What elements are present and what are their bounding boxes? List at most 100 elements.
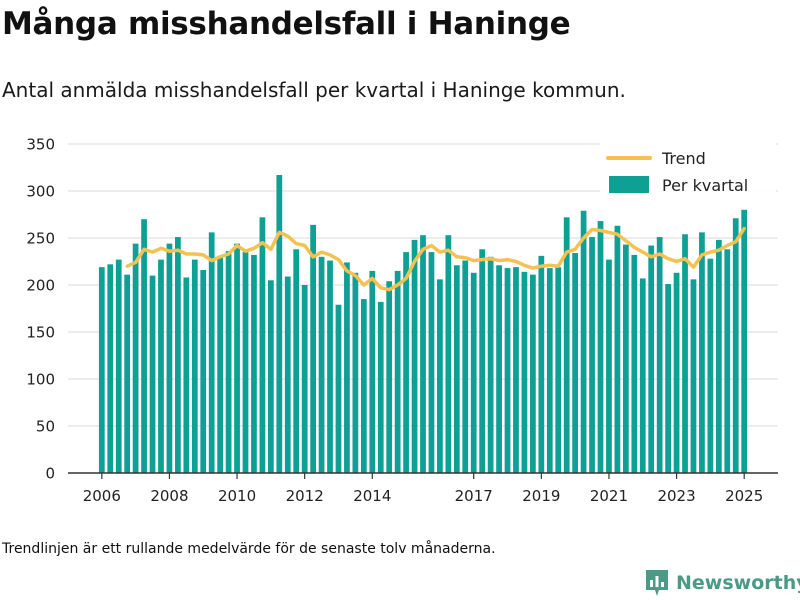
bar: [479, 249, 486, 473]
x-tick-label: 2023: [657, 487, 695, 505]
bar: [132, 243, 139, 473]
bar: [98, 267, 105, 473]
bar: [276, 175, 283, 473]
bar: [208, 232, 215, 473]
x-tick-label: 2006: [83, 487, 121, 505]
bar: [149, 275, 156, 473]
bar: [563, 217, 570, 473]
bar: [673, 272, 680, 473]
bar: [318, 256, 325, 473]
bar: [225, 251, 232, 473]
bar: [386, 281, 393, 473]
bar: [394, 270, 401, 473]
bar: [411, 239, 418, 473]
bar: [141, 219, 147, 473]
bar: [606, 259, 612, 473]
bar: [420, 235, 426, 473]
bar: [259, 217, 266, 473]
x-tick-label: 2010: [218, 487, 256, 505]
bar: [251, 254, 257, 473]
bar: [555, 267, 562, 473]
bar: [175, 237, 181, 473]
bar: [453, 265, 460, 473]
bar: [352, 272, 359, 473]
y-tick-label: 200: [26, 277, 55, 295]
x-tick-label: 2014: [353, 487, 391, 505]
bar: [284, 276, 291, 473]
bar: [521, 271, 528, 473]
bar: [656, 237, 663, 473]
bar: [462, 260, 469, 473]
bar: [614, 225, 621, 473]
bar: [234, 243, 240, 473]
bar: [597, 221, 604, 473]
bar: [344, 262, 350, 473]
bar: [665, 284, 671, 473]
bar: [267, 280, 274, 473]
legend-label-per-kvartal: Per kvartal: [662, 176, 748, 195]
bar: [115, 259, 122, 473]
y-tick-label: 300: [26, 183, 55, 201]
bar: [648, 245, 655, 473]
bar: [107, 264, 114, 473]
bar: [538, 255, 545, 473]
bar: [504, 268, 511, 473]
bar: [572, 253, 579, 473]
brand-logo: Newsworthy: [644, 568, 800, 598]
bar: [377, 301, 384, 473]
y-tick-label: 0: [45, 465, 55, 483]
bar: [360, 299, 367, 473]
y-tick-label: 50: [36, 418, 55, 436]
trend-line: [125, 226, 746, 292]
x-tick-label: 2025: [725, 487, 763, 505]
bar: [183, 277, 190, 473]
legend-swatch-per-kvartal: [609, 176, 649, 193]
bar: [589, 237, 595, 473]
bar: [622, 244, 629, 473]
x-tick-label: 2021: [590, 487, 628, 505]
footnote: Trendlinjen är ett rullande medelvärde f…: [2, 541, 496, 557]
bar: [631, 254, 638, 473]
bar: [707, 258, 714, 473]
bar: [217, 255, 224, 473]
bar: [369, 270, 376, 473]
bar: [513, 267, 519, 473]
bar: [496, 265, 502, 473]
bar: [310, 224, 316, 473]
x-tick-label: 2012: [286, 487, 324, 505]
y-tick-label: 100: [26, 371, 55, 389]
bar: [428, 252, 435, 473]
brand-name: Newsworthy: [676, 572, 800, 594]
y-tick-label: 250: [26, 230, 55, 248]
bar: [293, 249, 300, 473]
bar: [327, 260, 333, 473]
bar: [166, 243, 173, 473]
bar: [715, 239, 722, 473]
bar: [200, 269, 207, 473]
bar: [403, 252, 409, 473]
chart: 0 50 100 150 200 250 300 350 2006 2008 2010 2012 201…: [26, 136, 778, 505]
bar: [639, 278, 646, 473]
x-tick-label: 2008: [150, 487, 188, 505]
bar: [580, 210, 587, 474]
bar: [699, 232, 705, 473]
bar: [158, 259, 164, 473]
bar: [445, 235, 452, 473]
bar: [335, 304, 342, 473]
page-title: Många misshandelsfall i Haninge: [2, 6, 571, 42]
bar: [487, 256, 494, 473]
bar: [682, 234, 688, 473]
bar: [690, 279, 697, 473]
bar: [301, 285, 308, 473]
bar-chart-icon: [646, 570, 668, 596]
bar: [437, 279, 443, 473]
bar: [124, 274, 131, 473]
page-subtitle: Antal anmälda misshandelsfall per kvarta…: [2, 78, 626, 102]
bar: [470, 272, 477, 473]
bar: [530, 274, 536, 473]
y-tick-label: 150: [26, 324, 55, 342]
x-tick-label: 2017: [455, 487, 493, 505]
bar: [732, 218, 739, 473]
bar: [546, 268, 553, 473]
bar: [741, 209, 748, 474]
